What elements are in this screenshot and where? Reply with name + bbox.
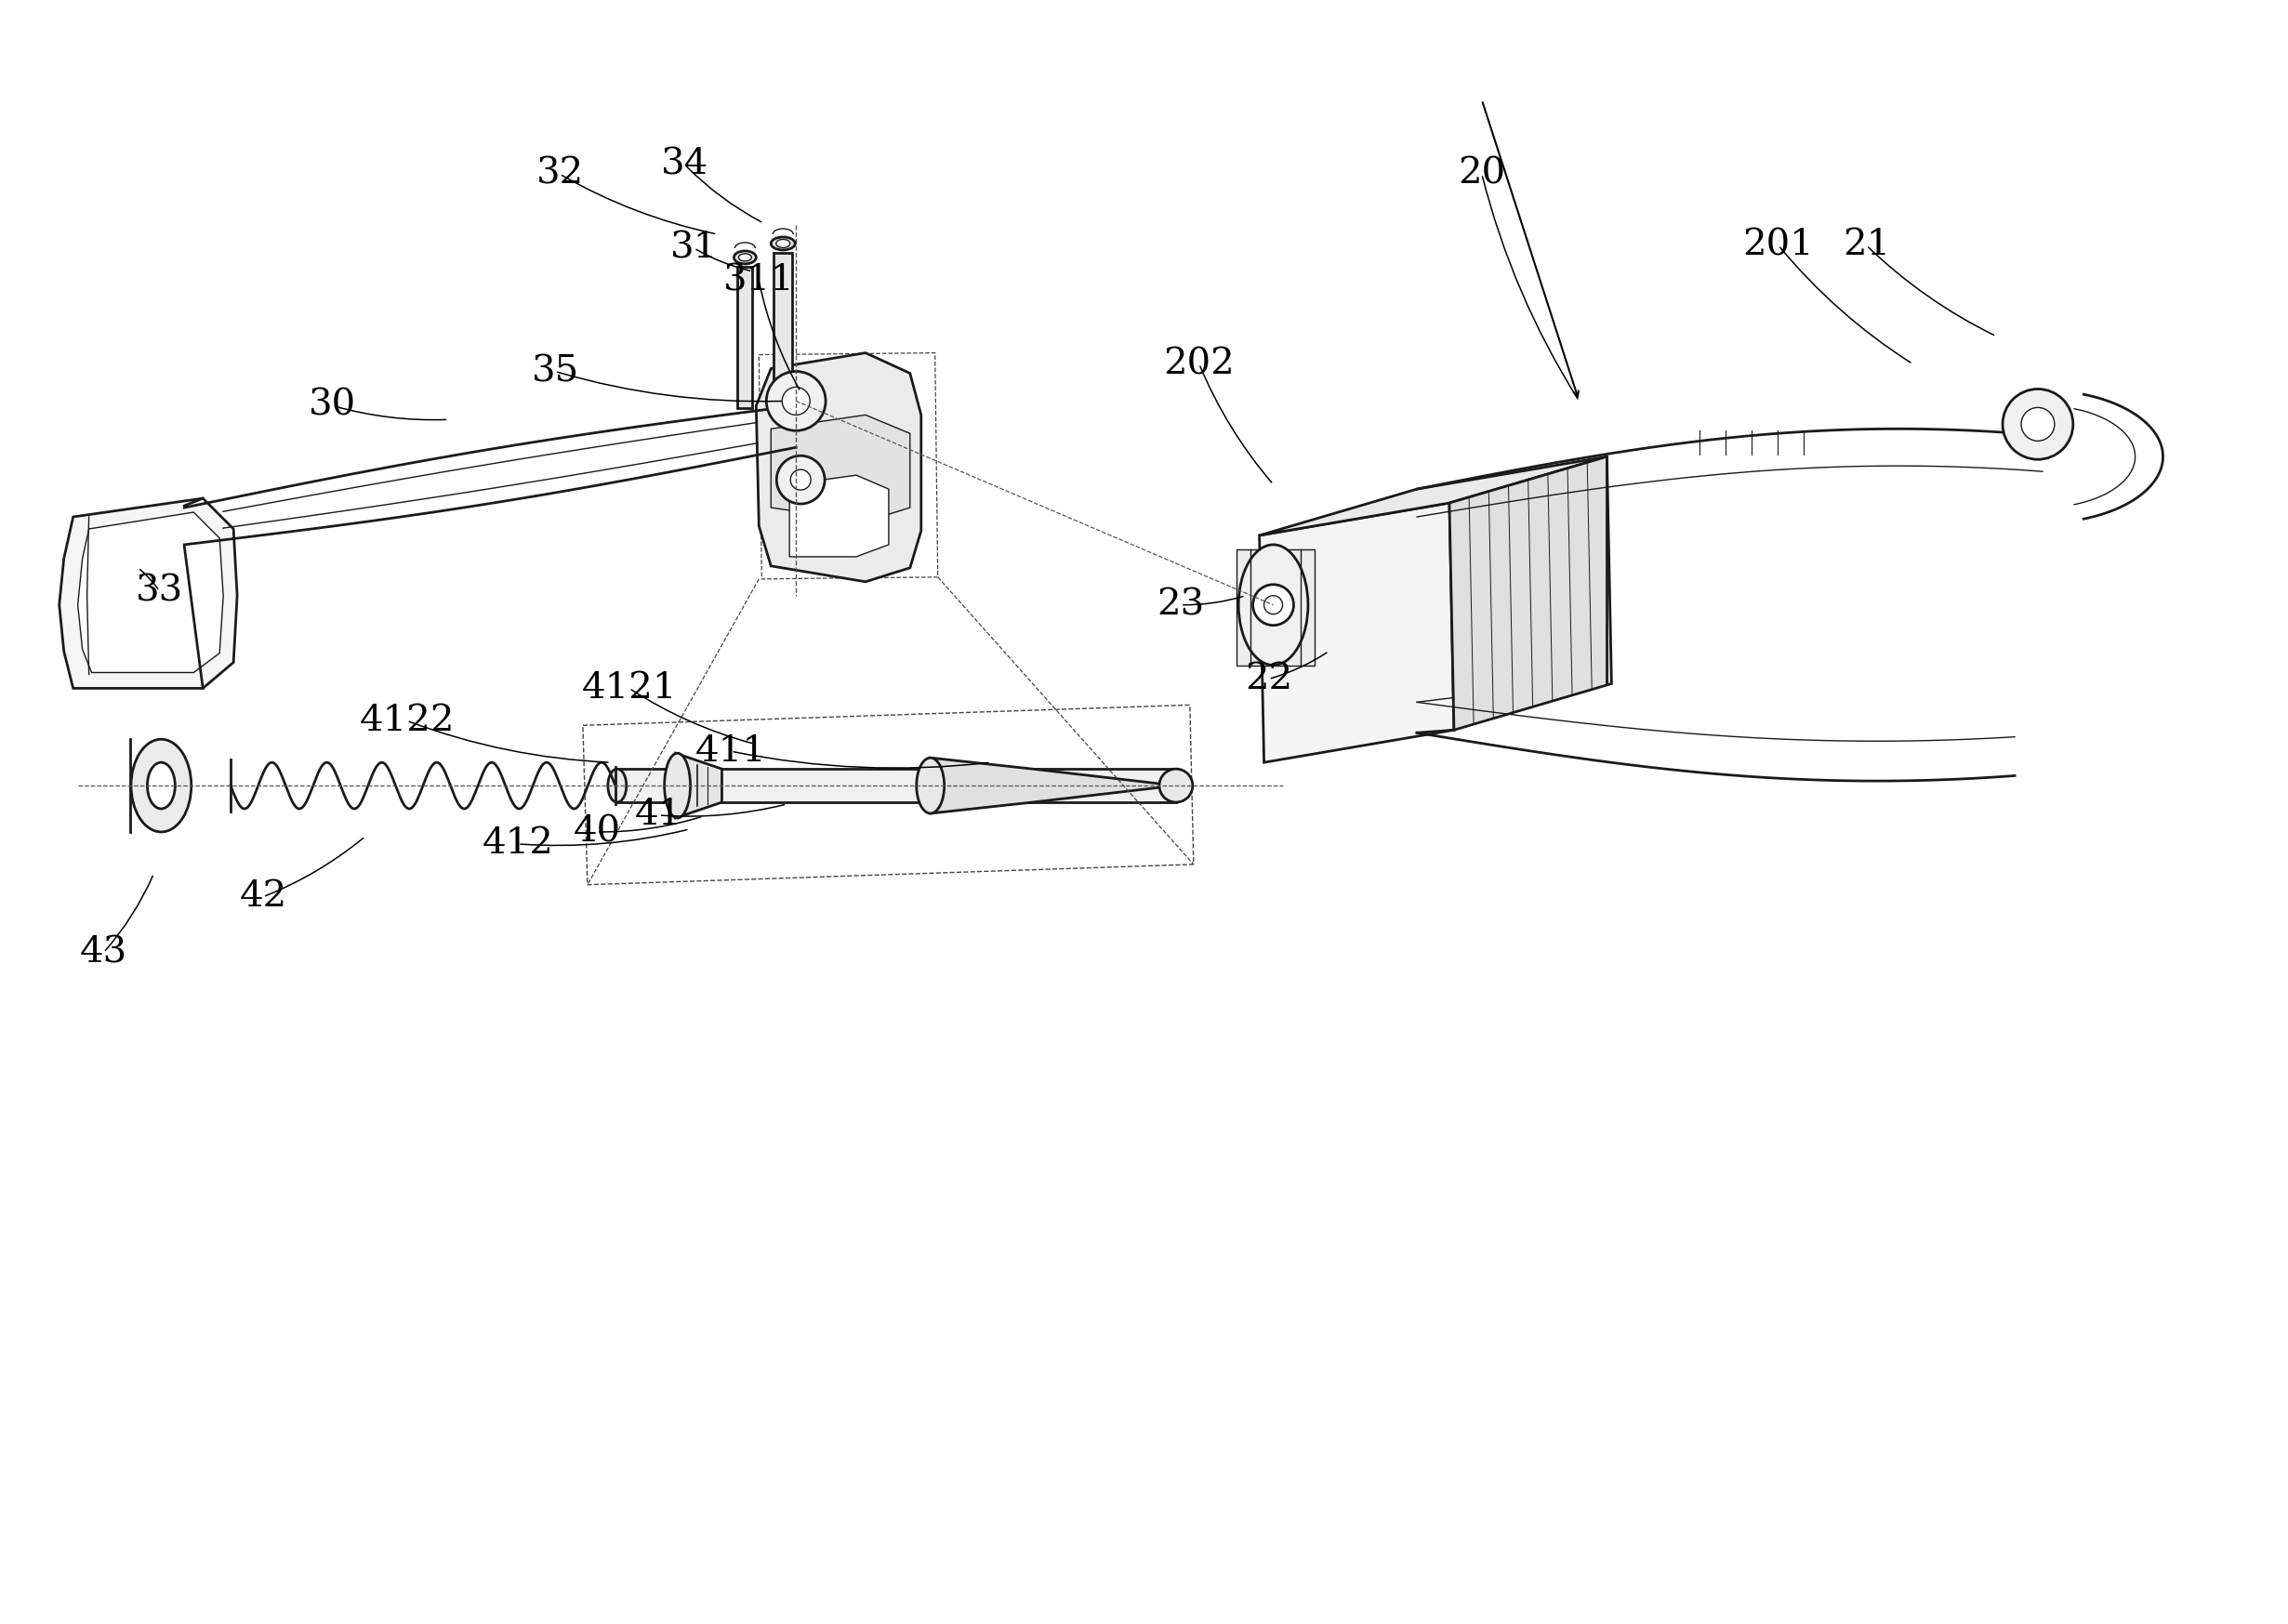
Polygon shape: [931, 758, 1176, 814]
Polygon shape: [78, 512, 224, 672]
Circle shape: [2020, 408, 2055, 440]
Text: 42: 42: [240, 880, 286, 914]
Polygon shape: [1236, 549, 1316, 666]
Text: 201: 201: [1743, 227, 1814, 263]
Text: 35: 35: [531, 354, 579, 388]
Polygon shape: [1448, 456, 1611, 731]
Ellipse shape: [609, 768, 627, 802]
Text: 4121: 4121: [581, 671, 677, 705]
Polygon shape: [1258, 456, 1606, 536]
Polygon shape: [789, 476, 888, 557]
Ellipse shape: [146, 762, 176, 809]
Ellipse shape: [771, 237, 794, 250]
Text: 202: 202: [1165, 348, 1236, 382]
Text: 30: 30: [309, 388, 357, 422]
Ellipse shape: [1160, 768, 1192, 802]
Text: 34: 34: [661, 148, 709, 182]
Text: 21: 21: [1842, 227, 1890, 263]
Circle shape: [776, 456, 824, 503]
Text: 32: 32: [535, 158, 583, 192]
Polygon shape: [755, 352, 922, 581]
Polygon shape: [737, 266, 753, 409]
Polygon shape: [771, 416, 911, 521]
Polygon shape: [773, 253, 792, 387]
Text: 31: 31: [670, 231, 718, 265]
Ellipse shape: [130, 739, 192, 831]
Text: 41: 41: [636, 797, 682, 833]
Circle shape: [1263, 596, 1284, 614]
Text: 43: 43: [80, 935, 128, 970]
Text: 411: 411: [696, 734, 766, 768]
Ellipse shape: [1238, 544, 1309, 666]
Text: 40: 40: [572, 815, 620, 849]
Text: 33: 33: [135, 573, 183, 609]
Text: 20: 20: [1457, 158, 1506, 192]
Ellipse shape: [917, 758, 945, 814]
Polygon shape: [1258, 503, 1453, 762]
Ellipse shape: [664, 754, 691, 818]
Ellipse shape: [776, 239, 789, 248]
Text: 412: 412: [483, 827, 554, 861]
Polygon shape: [59, 499, 238, 689]
Text: 22: 22: [1245, 663, 1293, 697]
Circle shape: [766, 372, 826, 430]
Circle shape: [2002, 390, 2073, 460]
Polygon shape: [615, 768, 1176, 802]
Ellipse shape: [739, 253, 750, 261]
Polygon shape: [675, 754, 723, 818]
Circle shape: [782, 387, 810, 416]
Circle shape: [789, 469, 810, 490]
Text: 4122: 4122: [359, 703, 455, 737]
Text: 311: 311: [723, 263, 794, 297]
Text: 23: 23: [1158, 588, 1203, 622]
Ellipse shape: [734, 252, 755, 263]
Circle shape: [1254, 585, 1293, 625]
